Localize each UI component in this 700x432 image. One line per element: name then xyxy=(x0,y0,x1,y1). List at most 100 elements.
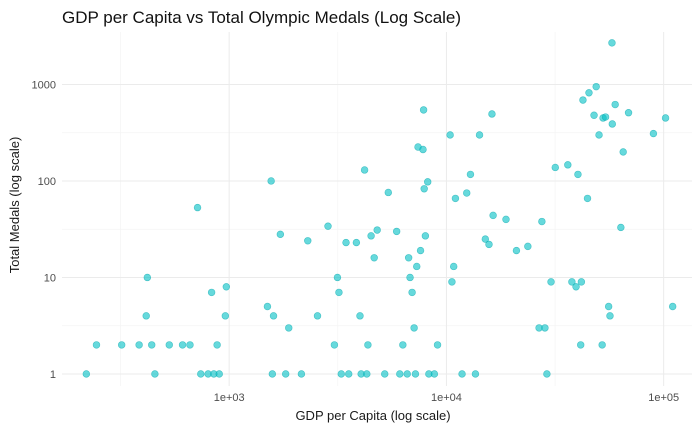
data-point xyxy=(433,341,442,349)
data-point xyxy=(268,370,277,378)
data-point xyxy=(186,341,194,349)
data-point xyxy=(502,215,510,224)
data-point xyxy=(430,370,439,378)
data-point xyxy=(360,166,369,174)
data-point xyxy=(406,273,414,282)
data-point xyxy=(598,341,606,349)
data-point xyxy=(364,341,372,349)
x-axis-tick-labels: 1e+03 1e+04 1e+05 xyxy=(214,392,679,404)
data-point xyxy=(538,217,546,226)
data-point xyxy=(568,278,576,286)
data-point xyxy=(392,227,401,236)
data-point xyxy=(577,278,586,286)
y-tick-label: 1 xyxy=(50,369,56,381)
data-point xyxy=(335,288,343,297)
data-point xyxy=(403,370,411,378)
data-point xyxy=(564,161,572,169)
data-point xyxy=(324,222,332,230)
data-point xyxy=(148,341,156,349)
data-point xyxy=(471,370,480,378)
data-point xyxy=(481,235,490,243)
data-point xyxy=(221,312,230,320)
data-point xyxy=(381,370,389,378)
data-point xyxy=(617,223,625,232)
data-point xyxy=(267,177,275,185)
data-point xyxy=(367,232,375,240)
data-point xyxy=(384,188,392,197)
data-point xyxy=(574,170,582,179)
data-point xyxy=(178,341,187,349)
data-point xyxy=(619,148,627,156)
data-point xyxy=(583,194,592,203)
data-point xyxy=(524,242,532,251)
data-point xyxy=(342,238,350,247)
data-point xyxy=(142,312,150,320)
data-point xyxy=(82,370,91,378)
data-point xyxy=(373,226,381,234)
major-gridlines xyxy=(62,32,692,386)
data-point xyxy=(512,246,521,255)
data-point xyxy=(151,370,159,378)
data-point xyxy=(213,341,221,349)
data-point xyxy=(416,246,425,255)
y-axis-tick-labels: 1 10 100 1000 xyxy=(32,79,56,380)
data-point xyxy=(601,113,610,121)
data-point xyxy=(624,109,633,117)
data-point xyxy=(543,370,551,378)
data-point xyxy=(606,312,614,320)
data-point xyxy=(215,370,223,378)
data-point xyxy=(352,238,361,247)
data-point xyxy=(488,110,496,118)
data-point xyxy=(661,114,670,122)
data-point xyxy=(410,324,418,332)
data-point xyxy=(363,370,371,378)
data-point xyxy=(475,131,484,139)
data-point xyxy=(281,370,290,378)
data-point xyxy=(572,283,580,291)
data-point xyxy=(404,254,413,262)
data-point xyxy=(448,278,456,286)
data-point xyxy=(608,39,616,47)
data-point xyxy=(585,89,593,97)
data-point xyxy=(356,312,364,320)
data-point xyxy=(419,106,428,114)
data-point xyxy=(92,341,101,349)
data-point xyxy=(276,230,285,239)
data-points xyxy=(82,39,677,378)
data-point xyxy=(330,341,339,349)
data-point xyxy=(285,324,293,332)
data-point xyxy=(333,273,342,282)
data-point xyxy=(408,288,416,297)
data-point xyxy=(297,370,306,378)
data-point xyxy=(370,254,378,262)
data-point xyxy=(424,178,432,186)
data-point xyxy=(207,288,216,297)
data-point xyxy=(269,312,278,320)
y-tick-label: 1000 xyxy=(32,79,56,91)
data-point xyxy=(337,370,345,378)
data-point xyxy=(313,312,322,320)
data-point xyxy=(345,370,353,378)
data-point xyxy=(135,341,143,349)
data-point xyxy=(143,273,152,282)
data-point xyxy=(399,341,407,349)
data-point xyxy=(611,100,619,109)
data-point xyxy=(590,111,598,119)
data-point xyxy=(165,341,173,349)
data-point xyxy=(547,278,555,286)
data-point xyxy=(649,129,658,138)
data-point xyxy=(608,120,616,128)
data-point xyxy=(579,96,587,104)
data-point xyxy=(466,170,475,179)
data-point xyxy=(420,185,428,193)
x-tick-label: 1e+03 xyxy=(214,392,245,404)
data-point xyxy=(458,370,466,378)
data-point xyxy=(592,82,600,91)
data-point xyxy=(197,370,205,378)
y-tick-label: 100 xyxy=(38,176,56,188)
data-point xyxy=(304,237,312,245)
x-tick-label: 1e+04 xyxy=(431,392,462,404)
data-point xyxy=(489,211,497,220)
data-point xyxy=(413,262,421,271)
